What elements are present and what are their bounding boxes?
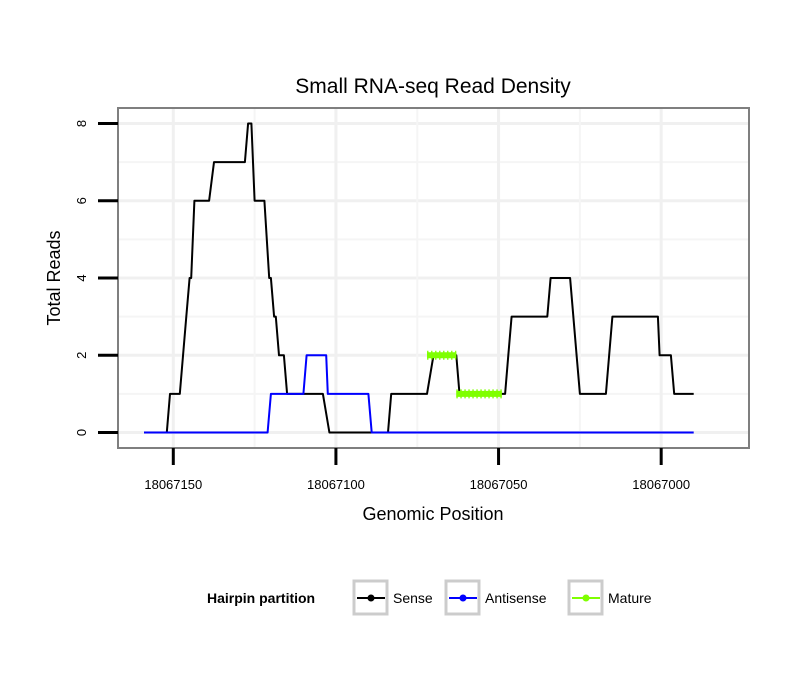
legend-label-antisense: Antisense (485, 590, 547, 606)
series-line-antisense (144, 354, 694, 434)
legend-key-point (459, 594, 467, 602)
y-axis-title: Total Reads (44, 230, 64, 325)
legend-item-mature: Mature (567, 579, 652, 616)
y-axis: 0 2 4 6 8 (74, 120, 118, 436)
x-tick-label: 18067050 (470, 477, 528, 492)
legend-label-sense: Sense (393, 590, 433, 606)
legend: Hairpin partition Sense Antisense Mature (207, 579, 652, 616)
legend-label-mature: Mature (608, 590, 652, 606)
legend-key-point (367, 594, 375, 602)
y-tick-label: 0 (74, 429, 89, 436)
series-layer (144, 122, 694, 434)
series-line-sense (144, 122, 694, 434)
x-tick-label: 18067000 (632, 477, 690, 492)
legend-key-point (582, 594, 590, 602)
x-tick-label: 18067150 (144, 477, 202, 492)
y-tick-label: 4 (74, 274, 89, 281)
chart-title: Small RNA-seq Read Density (295, 75, 571, 98)
legend-title: Hairpin partition (207, 590, 315, 606)
legend-item-sense: Sense (352, 579, 433, 616)
legend-item-antisense: Antisense (444, 579, 547, 616)
x-axis: 18067150 18067100 18067050 18067000 (144, 448, 690, 492)
x-tick-label: 18067100 (307, 477, 365, 492)
x-axis-title: Genomic Position (362, 504, 503, 524)
y-tick-label: 8 (74, 120, 89, 127)
y-tick-label: 6 (74, 197, 89, 204)
y-tick-label: 2 (74, 352, 89, 359)
